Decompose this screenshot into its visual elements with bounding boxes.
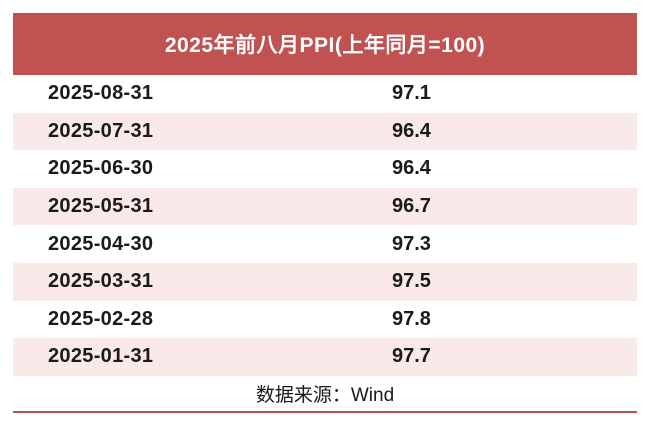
table-row: 2025-02-28 97.8 — [13, 300, 637, 339]
table-row: 2025-04-30 97.3 — [13, 225, 637, 263]
table-row: 2025-03-31 97.5 — [13, 262, 637, 301]
table-row: 2025-07-31 96.4 — [13, 112, 637, 151]
row-date: 2025-02-28 — [48, 307, 154, 330]
bottom-accent-divider — [13, 410, 637, 413]
row-date: 2025-03-31 — [48, 270, 154, 293]
row-date: 2025-05-31 — [48, 195, 154, 218]
ppi-table-card: 2025年前八月PPI(上年同月=100) 2025-08-31 97.1 20… — [13, 13, 637, 413]
table-body: 2025-08-31 97.1 2025-07-31 96.4 2025-06-… — [13, 75, 637, 376]
row-value: 97.8 — [392, 307, 431, 330]
row-date: 2025-04-30 — [48, 232, 154, 255]
row-date: 2025-07-31 — [48, 119, 154, 142]
row-date: 2025-06-30 — [48, 157, 154, 180]
row-date: 2025-08-31 — [48, 82, 154, 105]
table-row: 2025-01-31 97.7 — [13, 338, 637, 376]
row-date: 2025-01-31 — [48, 345, 154, 368]
row-value: 97.5 — [392, 270, 431, 293]
table-title-bar: 2025年前八月PPI(上年同月=100) — [13, 13, 637, 75]
row-value: 96.7 — [392, 195, 431, 218]
table-row: 2025-06-30 96.4 — [13, 150, 637, 188]
data-source-label: 数据来源：Wind — [255, 384, 395, 406]
row-value: 97.7 — [392, 345, 431, 368]
row-value: 97.1 — [392, 82, 431, 105]
row-value: 97.3 — [392, 232, 431, 255]
table-row: 2025-05-31 96.7 — [13, 187, 637, 226]
table-row: 2025-08-31 97.1 — [13, 75, 637, 113]
table-title: 2025年前八月PPI(上年同月=100) — [164, 34, 486, 57]
row-value: 96.4 — [392, 157, 431, 180]
row-value: 96.4 — [392, 119, 431, 142]
data-source-row: 数据来源：Wind — [13, 375, 637, 411]
